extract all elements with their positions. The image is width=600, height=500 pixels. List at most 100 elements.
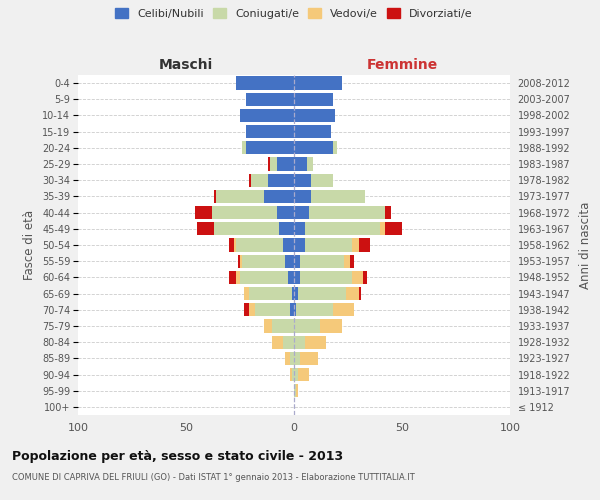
Bar xyxy=(363,270,367,284)
Bar xyxy=(346,287,359,300)
Bar xyxy=(214,222,279,235)
Text: Femmine: Femmine xyxy=(367,58,437,72)
Bar xyxy=(309,206,385,220)
Bar xyxy=(294,270,301,284)
Bar xyxy=(359,238,370,252)
Bar xyxy=(283,336,294,349)
Bar xyxy=(247,125,294,138)
Bar xyxy=(311,190,365,203)
Y-axis label: Anni di nascita: Anni di nascita xyxy=(579,202,592,288)
Bar xyxy=(294,190,311,203)
Bar xyxy=(229,238,233,252)
Bar xyxy=(333,303,355,316)
Bar xyxy=(233,238,236,252)
Bar xyxy=(270,158,277,170)
Bar xyxy=(244,303,248,316)
Bar xyxy=(290,352,294,365)
Bar xyxy=(240,109,294,122)
Bar xyxy=(283,238,294,252)
Bar xyxy=(294,336,305,349)
Bar xyxy=(268,158,270,170)
Bar xyxy=(277,206,294,220)
Legend: Celibi/Nubili, Coniugati/e, Vedovi/e, Divorziati/e: Celibi/Nubili, Coniugati/e, Vedovi/e, Di… xyxy=(115,8,473,19)
Bar xyxy=(272,336,283,349)
Bar xyxy=(385,222,402,235)
Bar xyxy=(294,158,307,170)
Bar xyxy=(380,222,385,235)
Bar xyxy=(212,206,277,220)
Bar xyxy=(294,125,331,138)
Bar xyxy=(264,320,272,332)
Bar xyxy=(290,368,292,381)
Bar xyxy=(290,303,294,316)
Bar xyxy=(286,352,290,365)
Bar xyxy=(294,352,301,365)
Bar xyxy=(301,352,318,365)
Bar xyxy=(294,320,320,332)
Bar xyxy=(294,254,301,268)
Bar xyxy=(268,174,294,187)
Bar xyxy=(292,368,294,381)
Bar xyxy=(294,174,311,187)
Bar xyxy=(298,287,346,300)
Bar xyxy=(242,254,286,268)
Bar xyxy=(238,254,240,268)
Bar xyxy=(320,320,341,332)
Bar xyxy=(272,320,294,332)
Bar xyxy=(294,109,335,122)
Bar xyxy=(294,76,341,90)
Bar xyxy=(255,303,290,316)
Bar xyxy=(279,222,294,235)
Bar xyxy=(240,254,242,268)
Bar xyxy=(251,174,268,187)
Bar xyxy=(197,222,214,235)
Bar xyxy=(247,92,294,106)
Bar xyxy=(294,303,296,316)
Bar xyxy=(287,270,294,284)
Bar xyxy=(301,254,344,268)
Bar xyxy=(359,287,361,300)
Bar xyxy=(305,336,326,349)
Bar xyxy=(311,174,333,187)
Bar xyxy=(352,270,363,284)
Bar xyxy=(248,174,251,187)
Bar xyxy=(333,141,337,154)
Bar xyxy=(294,92,333,106)
Bar xyxy=(242,141,247,154)
Bar xyxy=(296,384,298,398)
Bar xyxy=(298,368,309,381)
Bar xyxy=(350,254,355,268)
Bar xyxy=(229,270,236,284)
Bar xyxy=(292,287,294,300)
Text: COMUNE DI CAPRIVA DEL FRIULI (GO) - Dati ISTAT 1° gennaio 2013 - Elaborazione TU: COMUNE DI CAPRIVA DEL FRIULI (GO) - Dati… xyxy=(12,472,415,482)
Bar xyxy=(294,287,298,300)
Y-axis label: Fasce di età: Fasce di età xyxy=(23,210,37,280)
Bar xyxy=(385,206,391,220)
Bar xyxy=(216,190,264,203)
Bar xyxy=(247,141,294,154)
Text: Popolazione per età, sesso e stato civile - 2013: Popolazione per età, sesso e stato civil… xyxy=(12,450,343,463)
Bar xyxy=(264,190,294,203)
Text: Maschi: Maschi xyxy=(159,58,213,72)
Bar xyxy=(236,76,294,90)
Bar xyxy=(294,368,298,381)
Bar xyxy=(294,206,309,220)
Bar xyxy=(305,222,380,235)
Bar xyxy=(301,270,352,284)
Bar xyxy=(236,238,283,252)
Bar xyxy=(248,303,255,316)
Bar xyxy=(294,384,296,398)
Bar xyxy=(305,238,352,252)
Bar xyxy=(307,158,313,170)
Bar xyxy=(248,287,292,300)
Bar xyxy=(296,303,333,316)
Bar xyxy=(294,222,305,235)
Bar xyxy=(244,287,248,300)
Bar xyxy=(286,254,294,268)
Bar xyxy=(294,238,305,252)
Bar xyxy=(352,238,359,252)
Bar xyxy=(294,141,333,154)
Bar xyxy=(236,270,240,284)
Bar xyxy=(214,190,216,203)
Bar xyxy=(240,270,287,284)
